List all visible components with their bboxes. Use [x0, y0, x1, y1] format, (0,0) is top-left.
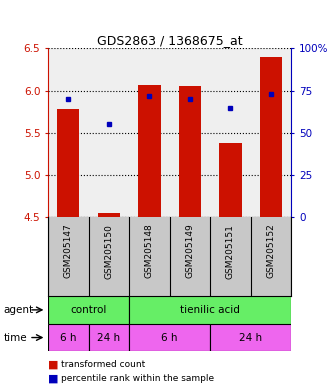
- Text: agent: agent: [3, 305, 33, 315]
- Bar: [88, 324, 129, 351]
- Text: ■: ■: [48, 360, 59, 370]
- Text: transformed count: transformed count: [61, 360, 146, 369]
- Bar: [48, 296, 129, 324]
- Text: 6 h: 6 h: [162, 333, 178, 343]
- Text: GSM205149: GSM205149: [185, 223, 194, 278]
- Bar: [179, 86, 201, 217]
- Bar: [48, 324, 88, 351]
- Text: GSM205148: GSM205148: [145, 223, 154, 278]
- Text: time: time: [3, 333, 27, 343]
- Bar: [260, 57, 282, 217]
- Bar: [138, 85, 161, 217]
- Text: GSM205151: GSM205151: [226, 223, 235, 278]
- Text: ■: ■: [48, 373, 59, 383]
- Bar: [210, 324, 291, 351]
- Text: 24 h: 24 h: [97, 333, 120, 343]
- Bar: [98, 213, 120, 217]
- Bar: [129, 324, 210, 351]
- Bar: [219, 143, 242, 217]
- Text: tienilic acid: tienilic acid: [180, 305, 240, 315]
- Text: 24 h: 24 h: [239, 333, 262, 343]
- Bar: [57, 109, 79, 217]
- Text: GSM205150: GSM205150: [104, 223, 113, 278]
- Text: GSM205152: GSM205152: [266, 223, 275, 278]
- Title: GDS2863 / 1368675_at: GDS2863 / 1368675_at: [97, 34, 242, 47]
- Bar: [129, 296, 291, 324]
- Text: percentile rank within the sample: percentile rank within the sample: [61, 374, 214, 383]
- Text: 6 h: 6 h: [60, 333, 76, 343]
- Text: GSM205147: GSM205147: [64, 223, 73, 278]
- Text: control: control: [71, 305, 107, 315]
